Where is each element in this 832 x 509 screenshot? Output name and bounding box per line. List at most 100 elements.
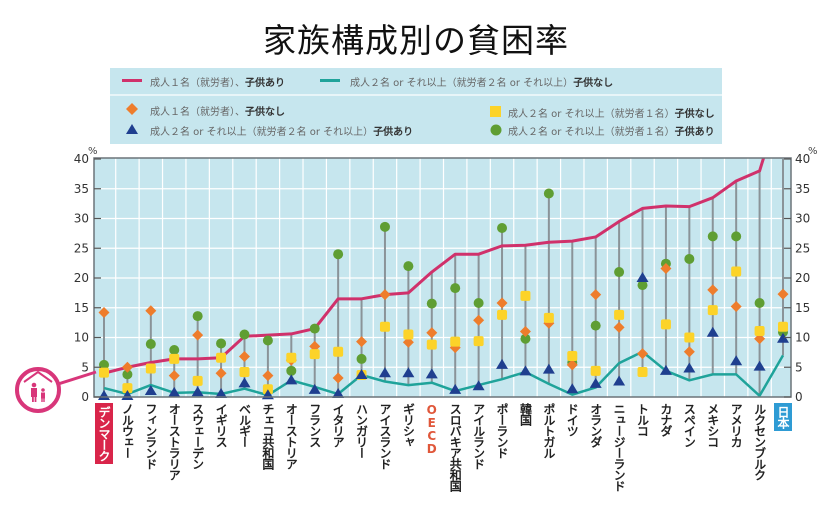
marker-square: [122, 383, 133, 394]
marker-square: [99, 367, 109, 378]
marker-diamond: [426, 327, 438, 339]
x-tick-label: スロバキア共和国: [448, 403, 463, 491]
marker-circle: [590, 320, 601, 331]
marker-square: [543, 312, 554, 323]
marker-diamond: [730, 301, 742, 313]
marker-square: [286, 352, 297, 363]
marker-diamond: [98, 307, 110, 319]
legend-circle: 成人２名 or それ以上（就労者１名）子供あり: [508, 127, 715, 138]
marker-circle: [473, 297, 484, 308]
marker-circle: [520, 333, 531, 344]
chart-title: 家族構成別の貧困率: [263, 21, 569, 60]
x-tick-label: チェコ共和国: [260, 403, 275, 469]
marker-diamond: [613, 321, 625, 333]
marker-circle: [754, 297, 765, 308]
y-tick-label-right: 40: [795, 152, 810, 166]
marker-diamond: [777, 288, 789, 300]
marker-triangle: [730, 355, 743, 366]
marker-square: [403, 329, 414, 340]
y-tick-label-left: 5: [81, 360, 89, 374]
marker-diamond: [590, 289, 602, 301]
marker-triangle: [378, 367, 391, 378]
marker-triangle: [285, 374, 298, 385]
marker-triangle: [238, 377, 251, 388]
y-tick-label-left: 25: [74, 241, 89, 255]
y-tick-label-right: 0: [795, 390, 803, 404]
y-tick-label-right: 35: [795, 182, 810, 196]
x-tick-label: カナダ: [658, 403, 673, 436]
marker-diamond: [238, 351, 250, 363]
legend-line2-swatch: [320, 79, 340, 82]
x-tick-label: フランス: [307, 403, 322, 447]
marker-square: [473, 336, 484, 347]
x-tick-label: ハンガリー: [354, 403, 369, 458]
family-house-icon: [15, 367, 97, 413]
marker-triangle: [472, 380, 485, 391]
marker-circle: [403, 261, 414, 272]
marker-square: [497, 309, 508, 320]
marker-square: [379, 321, 390, 332]
x-tick-label: ポルトガル: [541, 403, 556, 458]
marker-triangle: [308, 383, 321, 394]
marker-circle: [262, 335, 273, 346]
marker-triangle: [332, 388, 345, 399]
marker-circle: [637, 280, 648, 291]
y-tick-label-left: 30: [74, 212, 89, 226]
marker-triangle: [777, 332, 789, 343]
x-tick-label: ノルウェー: [120, 403, 135, 458]
y-tick-label-right: 15: [795, 301, 810, 315]
marker-triangle: [144, 385, 157, 396]
marker-circle: [684, 253, 695, 264]
marker-square: [239, 367, 250, 378]
x-tick-label: OECD: [424, 403, 439, 455]
x-tick-label: オーストラリア: [167, 403, 182, 480]
marker-diamond: [473, 314, 485, 326]
x-tick-label: アイルランド: [471, 403, 486, 469]
y-tick-label-right: 30: [795, 212, 810, 226]
x-tick-label: ドイツ: [565, 403, 580, 436]
marker-square: [216, 352, 227, 363]
x-tick-label: 韓国: [518, 403, 533, 425]
x-tick-label: トルコ: [635, 403, 650, 436]
marker-square: [660, 319, 671, 330]
marker-diamond: [145, 305, 157, 317]
legend-circle-icon: [490, 124, 502, 136]
y-tick-label-right: 25: [795, 241, 810, 255]
marker-triangle: [613, 375, 626, 386]
legend-line2: 成人２名 or それ以上（就労者２名 or それ以上）子供なし: [350, 78, 614, 89]
marker-triangle: [706, 326, 719, 337]
marker-diamond: [379, 289, 391, 301]
marker-circle: [286, 365, 297, 376]
marker-triangle: [683, 362, 696, 373]
legend-line1: 成人１名（就労者）、子供あり: [150, 78, 285, 89]
marker-square: [520, 290, 531, 301]
x-tick-label: デンマーク: [95, 403, 113, 464]
y-tick-label-right: 20: [795, 271, 810, 285]
marker-triangle: [519, 365, 532, 376]
marker-triangle: [425, 368, 438, 379]
marker-square: [567, 350, 578, 361]
marker-circle: [450, 283, 461, 294]
marker-triangle: [659, 364, 672, 375]
legend-diamond-icon: [126, 103, 138, 115]
x-tick-label: オーストリア: [284, 403, 299, 469]
marker-triangle: [215, 388, 228, 399]
y-unit-right: %: [808, 146, 818, 157]
legend: 成人１名（就労者）、子供あり 成人２名 or それ以上（就労者２名 or それ以…: [110, 68, 722, 144]
y-tick-label-left: 10: [74, 331, 89, 345]
marker-circle: [309, 323, 320, 334]
marker-diamond: [519, 326, 531, 338]
marker-circle: [731, 231, 742, 242]
marker-circle: [379, 221, 390, 232]
y-tick-label-left: 40: [74, 152, 89, 166]
marker-triangle: [636, 272, 649, 282]
x-tick-label: ベルギー: [237, 403, 252, 447]
x-tick-label: オランダ: [588, 403, 603, 447]
x-tick-label: 日本: [774, 403, 792, 431]
y-tick-label-right: 5: [795, 360, 803, 374]
marker-triangle: [566, 383, 579, 394]
marker-square: [778, 321, 788, 332]
marker-diamond: [332, 372, 344, 384]
y-tick-label-right: 10: [795, 331, 810, 345]
marker-square: [169, 353, 180, 364]
